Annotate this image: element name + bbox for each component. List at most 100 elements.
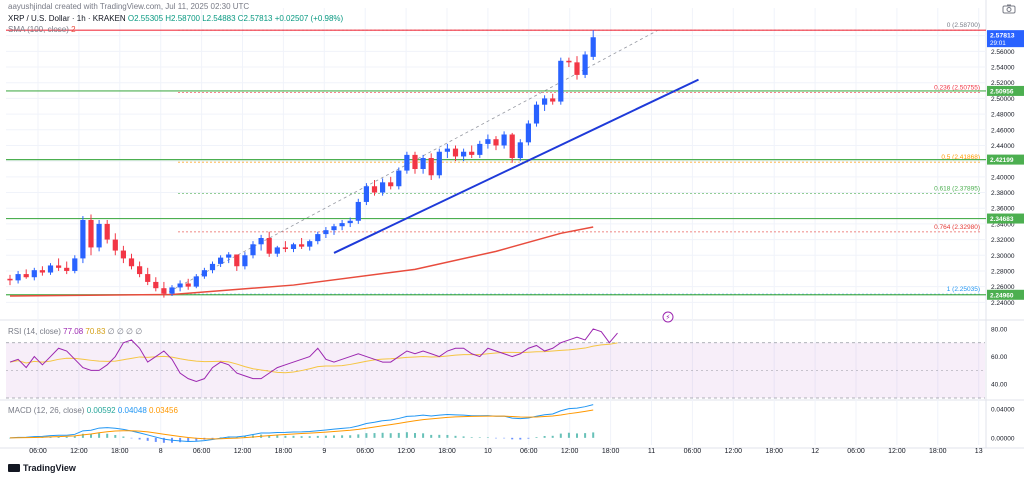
candle-body <box>461 151 467 157</box>
candle-body <box>96 223 102 248</box>
macd-histogram-bar <box>486 437 489 438</box>
time-tick-label: 18:00 <box>111 448 129 455</box>
macd-histogram-bar <box>187 437 190 442</box>
candle-body <box>380 182 386 193</box>
time-tick-label: 18:00 <box>929 448 947 455</box>
candle-body <box>266 238 272 254</box>
price-tick-label: 2.32000 <box>991 237 1015 244</box>
candle-body <box>31 270 37 278</box>
rsi-value: 77.08 <box>63 327 84 336</box>
candle-body <box>104 223 110 240</box>
candle-body <box>355 201 361 221</box>
candle-body <box>517 142 523 159</box>
macd-histogram-bar <box>268 435 271 438</box>
candle-body <box>533 104 540 124</box>
macd-histogram-bar <box>462 436 465 438</box>
price-tick-label: 2.50000 <box>991 96 1015 103</box>
camera-icon[interactable] <box>1002 4 1016 14</box>
macd-histogram-bar <box>373 433 376 438</box>
macd-histogram-bar <box>106 433 109 438</box>
candle-body <box>80 219 86 259</box>
time-tick-label: 18:00 <box>602 448 620 455</box>
level-price-text: 2.42199 <box>990 157 1014 164</box>
macd-histogram-bar <box>341 435 344 438</box>
macd-histogram-bar <box>90 434 92 438</box>
macd-histogram-bar <box>308 436 311 438</box>
candle-body <box>363 186 369 202</box>
candle-body <box>331 226 337 231</box>
macd-histogram-bar <box>478 437 481 438</box>
sma-value: 2 <box>71 25 76 34</box>
time-tick-label: 11 <box>648 448 655 455</box>
candle-body <box>15 274 21 281</box>
candle-body <box>185 283 191 287</box>
candle-body <box>137 266 143 275</box>
fib-level-label: 0.236 (2.50755) <box>934 85 980 92</box>
price-tick-label: 2.34000 <box>991 221 1015 228</box>
macd-histogram-bar <box>365 433 368 438</box>
candle-body <box>323 230 329 235</box>
macd-label[interactable]: MACD (12, 26, close) <box>8 406 85 415</box>
fib-level-label: 0 (2.58700) <box>947 22 980 29</box>
macd-histogram-bar <box>57 436 60 438</box>
macd-histogram-bar <box>405 432 408 438</box>
candle-body <box>299 244 305 247</box>
candle-body <box>177 283 183 288</box>
macd-histogram-bar <box>138 437 141 440</box>
candle-body <box>452 148 459 157</box>
candle-body <box>566 60 572 63</box>
symbol-name[interactable]: XRP / U.S. Dollar · 1h · KRAKEN <box>8 14 126 23</box>
candle-body <box>169 287 175 294</box>
tradingview-logo: TradingView <box>8 463 76 473</box>
macd-histogram-bar <box>211 437 214 439</box>
candle-body <box>120 250 126 259</box>
ohlc-values: O2.55305 H2.58700 L2.54883 C2.57813 +0.0… <box>127 14 344 23</box>
candle-body <box>234 254 240 267</box>
candle-body <box>420 158 426 169</box>
candle-body <box>282 247 288 249</box>
rsi-label[interactable]: RSI (14, close) <box>8 327 61 336</box>
macd-legend: MACD (12, 26, close) 0.00592 0.04048 0.0… <box>8 406 178 416</box>
macd-histogram-bar <box>122 436 125 438</box>
macd-histogram-bar <box>535 437 538 438</box>
candles <box>7 30 596 298</box>
price-tick-label: 2.44000 <box>991 143 1015 150</box>
candle-body <box>469 151 475 155</box>
candle-body <box>242 255 248 267</box>
gridlines <box>0 0 1024 449</box>
candle-body <box>428 158 434 176</box>
macd-hist-value: 0.00592 <box>86 406 116 415</box>
time-tick-label: 12:00 <box>888 448 906 455</box>
author-line: aayushjindal created with TradingView.co… <box>8 2 250 11</box>
macd-histogram-bar <box>357 434 360 438</box>
macd-histogram-bar <box>592 432 595 438</box>
sma-label[interactable]: SMA (100, close) <box>8 25 69 34</box>
current-price-text: 2.57813 <box>990 33 1015 40</box>
macd-histogram-bar <box>576 433 578 438</box>
candle-body <box>72 258 78 271</box>
time-tick-label: 12:00 <box>234 448 252 455</box>
candle-body <box>274 247 280 254</box>
price-tick-label: 2.38000 <box>991 190 1015 197</box>
macd-histogram-bar <box>430 434 433 438</box>
macd-histogram-bar <box>397 432 400 438</box>
price-tick-label: 2.48000 <box>991 112 1015 119</box>
macd-histogram-bar <box>276 435 279 438</box>
candle-body <box>477 143 483 155</box>
time-tick-label: 9 <box>322 448 326 455</box>
watermark-text: TradingView <box>23 463 76 473</box>
level-price-text: 2.50956 <box>990 88 1014 95</box>
time-tick-label: 06:00 <box>520 448 538 455</box>
candle-body <box>525 123 531 143</box>
sma-legend: SMA (100, close) 2 <box>8 25 76 35</box>
candle-body <box>436 151 442 176</box>
macd-histogram-bar <box>454 435 457 438</box>
price-tick-label: 2.30000 <box>991 253 1015 260</box>
price-tick-label: 2.36000 <box>991 206 1015 213</box>
time-tick-label: 12:00 <box>561 448 579 455</box>
macd-histogram-bar <box>98 433 101 438</box>
time-tick-label: 06:00 <box>29 448 47 455</box>
candle-body <box>258 238 264 245</box>
